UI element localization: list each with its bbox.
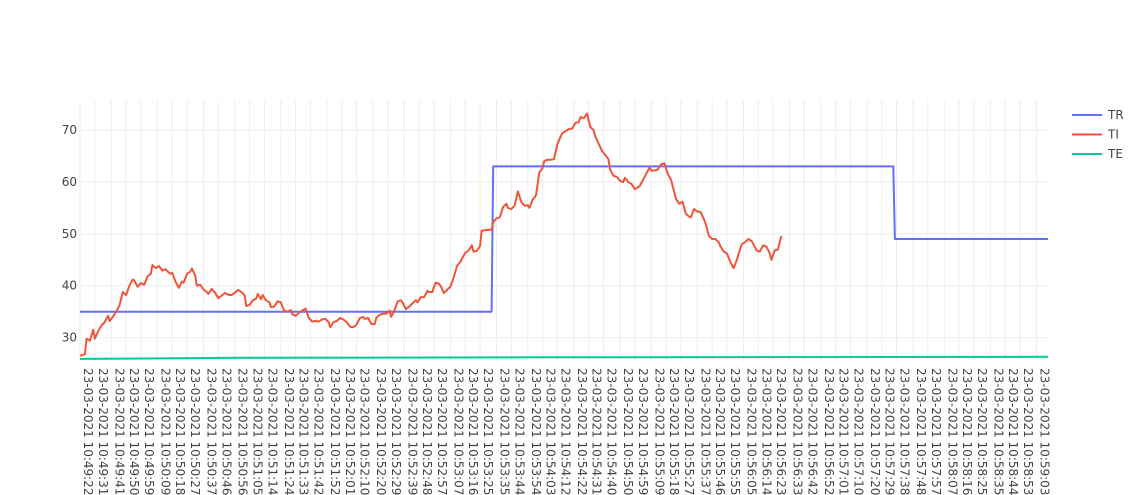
x-tick-label: 23-03-2021 10:52:39	[405, 368, 419, 495]
x-tick-label: 23-03-2021 10:57:20	[868, 368, 882, 495]
x-tick-label: 23-03-2021 10:54:50	[621, 368, 635, 495]
x-tick-label: 23-03-2021 10:57:10	[851, 368, 865, 495]
x-tick-label: 23-03-2021 10:49:50	[127, 368, 141, 495]
x-tick-label: 23-03-2021 10:51:42	[311, 368, 325, 495]
legend-label: TR	[1107, 108, 1124, 122]
x-tick-label: 23-03-2021 10:52:48	[420, 368, 434, 495]
x-tick-label: 23-03-2021 10:55:46	[713, 368, 727, 495]
y-tick-label: 30	[62, 331, 77, 345]
y-tick-label: 40	[62, 279, 77, 293]
x-tick-label: 23-03-2021 10:49:22	[81, 368, 95, 495]
x-tick-label: 23-03-2021 10:57:38	[898, 368, 912, 495]
x-tick-label: 23-03-2021 10:52:57	[435, 368, 449, 495]
x-tick-label: 23-03-2021 10:56:14	[759, 368, 773, 495]
x-tick-label: 23-03-2021 10:54:40	[605, 368, 619, 495]
x-axis-tick-labels: 23-03-2021 10:49:22 23-03-2021 10:49:31 23…	[81, 368, 1051, 495]
x-tick-label: 23-03-2021 10:52:20	[374, 368, 388, 495]
x-tick-label: 23-03-2021 10:51:14	[265, 368, 279, 495]
x-tick-label: 23-03-2021 10:55:09	[652, 368, 666, 495]
x-tick-label: 23-03-2021 10:58:53	[1021, 368, 1035, 495]
x-tick-label: 23-03-2021 10:54:22	[575, 368, 589, 495]
x-tick-label: 23-03-2021 10:57:48	[914, 368, 928, 495]
x-tick-label: 23-03-2021 10:54:31	[590, 368, 604, 495]
series-line-ti[interactable]	[79, 112, 783, 357]
y-gridlines	[80, 129, 1048, 339]
x-tick-label: 23-03-2021 10:55:27	[682, 368, 696, 495]
x-tick-label: 23-03-2021 10:55:18	[667, 368, 681, 495]
x-tick-label: 23-03-2021 10:51:33	[297, 368, 311, 495]
x-tick-label: 23-03-2021 10:58:35	[991, 368, 1005, 495]
x-tick-label: 23-03-2021 10:57:01	[837, 368, 851, 495]
x-tick-label: 23-03-2021 10:54:59	[636, 368, 650, 495]
x-tick-label: 23-03-2021 10:55:55	[728, 368, 742, 495]
y-tick-label: 50	[62, 227, 77, 241]
x-tick-label: 23-03-2021 10:51:05	[251, 368, 265, 495]
x-tick-label: 23-03-2021 10:54:03	[544, 368, 558, 495]
x-tick-label: 23-03-2021 10:49:31	[96, 368, 110, 495]
x-tick-label: 23-03-2021 10:53:44	[512, 368, 526, 495]
y-axis-tick-labels: 30 40 50 60 70	[62, 123, 77, 345]
x-tick-label: 23-03-2021 10:50:27	[188, 368, 202, 495]
x-tick-label: 23-03-2021 10:50:37	[204, 368, 218, 495]
legend-item-ti[interactable]: TI	[1072, 128, 1119, 142]
x-tick-label: 23-03-2021 10:58:25	[975, 368, 989, 495]
legend-label: TI	[1107, 128, 1119, 142]
legend-item-tr[interactable]: TR	[1072, 108, 1124, 122]
x-tick-label: 23-03-2021 10:53:25	[481, 368, 495, 495]
x-tick-label: 23-03-2021 10:58:44	[1006, 368, 1020, 495]
y-tick-label: 70	[62, 123, 77, 137]
series-line-tr[interactable]	[80, 165, 1048, 313]
y-tick-label: 60	[62, 175, 77, 189]
x-tick-label: 23-03-2021 10:56:05	[744, 368, 758, 495]
x-tick-label: 23-03-2021 10:49:59	[142, 368, 156, 495]
x-tick-label: 23-03-2021 10:53:16	[466, 368, 480, 495]
series-line-te[interactable]	[79, 355, 1049, 360]
x-tick-label: 23-03-2021 10:49:41	[112, 368, 126, 495]
x-tick-label: 23-03-2021 10:54:12	[558, 368, 572, 495]
legend-label: TE	[1107, 147, 1123, 161]
x-tick-label: 23-03-2021 10:50:09	[158, 368, 172, 495]
x-tick-label: 23-03-2021 10:59:03	[1037, 368, 1051, 495]
x-tick-label: 23-03-2021 10:52:01	[343, 368, 357, 495]
x-tick-label: 23-03-2021 10:57:57	[929, 368, 943, 495]
x-tick-label: 23-03-2021 10:51:52	[328, 368, 342, 495]
x-tick-label: 23-03-2021 10:57:29	[883, 368, 897, 495]
x-tick-label: 23-03-2021 10:58:16	[960, 368, 974, 495]
x-tick-label: 23-03-2021 10:56:33	[791, 368, 805, 495]
x-tick-label: 23-03-2021 10:50:56	[236, 368, 250, 495]
x-tick-label: 23-03-2021 10:53:07	[451, 368, 465, 495]
x-tick-label: 23-03-2021 10:50:18	[173, 368, 187, 495]
x-tick-label: 23-03-2021 10:51:24	[282, 368, 296, 495]
legend[interactable]: TR TI TE	[1072, 108, 1124, 161]
legend-item-te[interactable]: TE	[1072, 147, 1123, 161]
x-gridlines	[79, 100, 1037, 362]
series-lines	[79, 112, 1049, 360]
x-tick-label: 23-03-2021 10:52:29	[389, 368, 403, 495]
x-tick-label: 23-03-2021 10:53:54	[529, 368, 543, 495]
x-tick-label: 23-03-2021 10:50:46	[219, 368, 233, 495]
x-tick-label: 23-03-2021 10:56:42	[805, 368, 819, 495]
x-tick-label: 23-03-2021 10:58:07	[945, 368, 959, 495]
x-tick-label: 23-03-2021 10:55:37	[698, 368, 712, 495]
x-tick-label: 23-03-2021 10:52:10	[358, 368, 372, 495]
x-tick-label: 23-03-2021 10:53:35	[498, 368, 512, 495]
x-tick-label: 23-03-2021 10:56:23	[774, 368, 788, 495]
x-tick-label: 23-03-2021 10:56:52	[822, 368, 836, 495]
